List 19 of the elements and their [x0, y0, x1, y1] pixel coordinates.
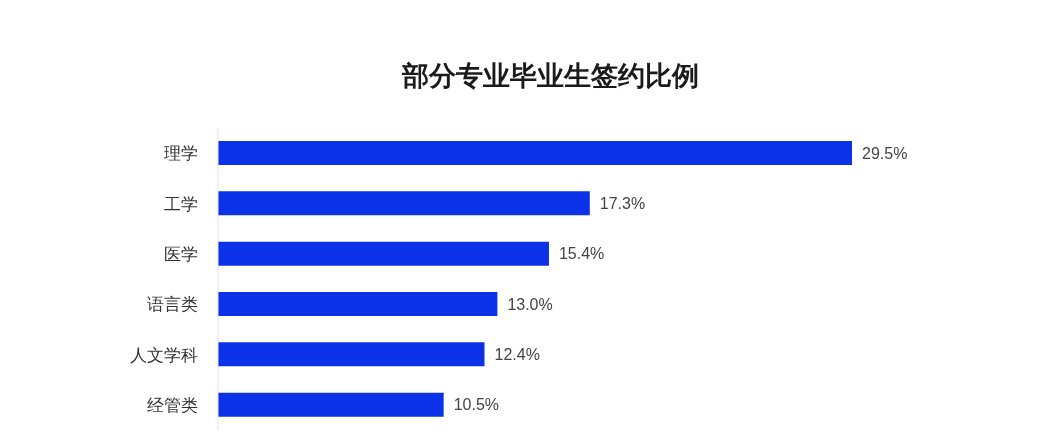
y-tick-label: 人文学科	[130, 345, 198, 365]
data-label: 15.4%	[558, 245, 605, 263]
data-label: 29.5%	[862, 144, 908, 162]
bar	[218, 292, 498, 316]
data-label: 10.5%	[453, 396, 500, 414]
bar	[218, 191, 590, 216]
bar	[218, 392, 444, 417]
data-label: 17.3%	[599, 195, 646, 213]
y-tick-label: 医学	[164, 244, 198, 264]
chart-title: 部分专业毕业生签约比例	[401, 60, 699, 93]
data-label: 13.0%	[507, 295, 553, 313]
bar	[218, 241, 549, 266]
y-tick-label: 经管类	[147, 395, 198, 415]
data-label: 12.4%	[494, 346, 540, 364]
y-tick-label: 工学	[164, 194, 198, 214]
bar	[218, 342, 485, 367]
y-tick-label: 理学	[164, 144, 198, 164]
bar	[218, 141, 852, 165]
y-tick-label: 语言类	[147, 295, 198, 315]
